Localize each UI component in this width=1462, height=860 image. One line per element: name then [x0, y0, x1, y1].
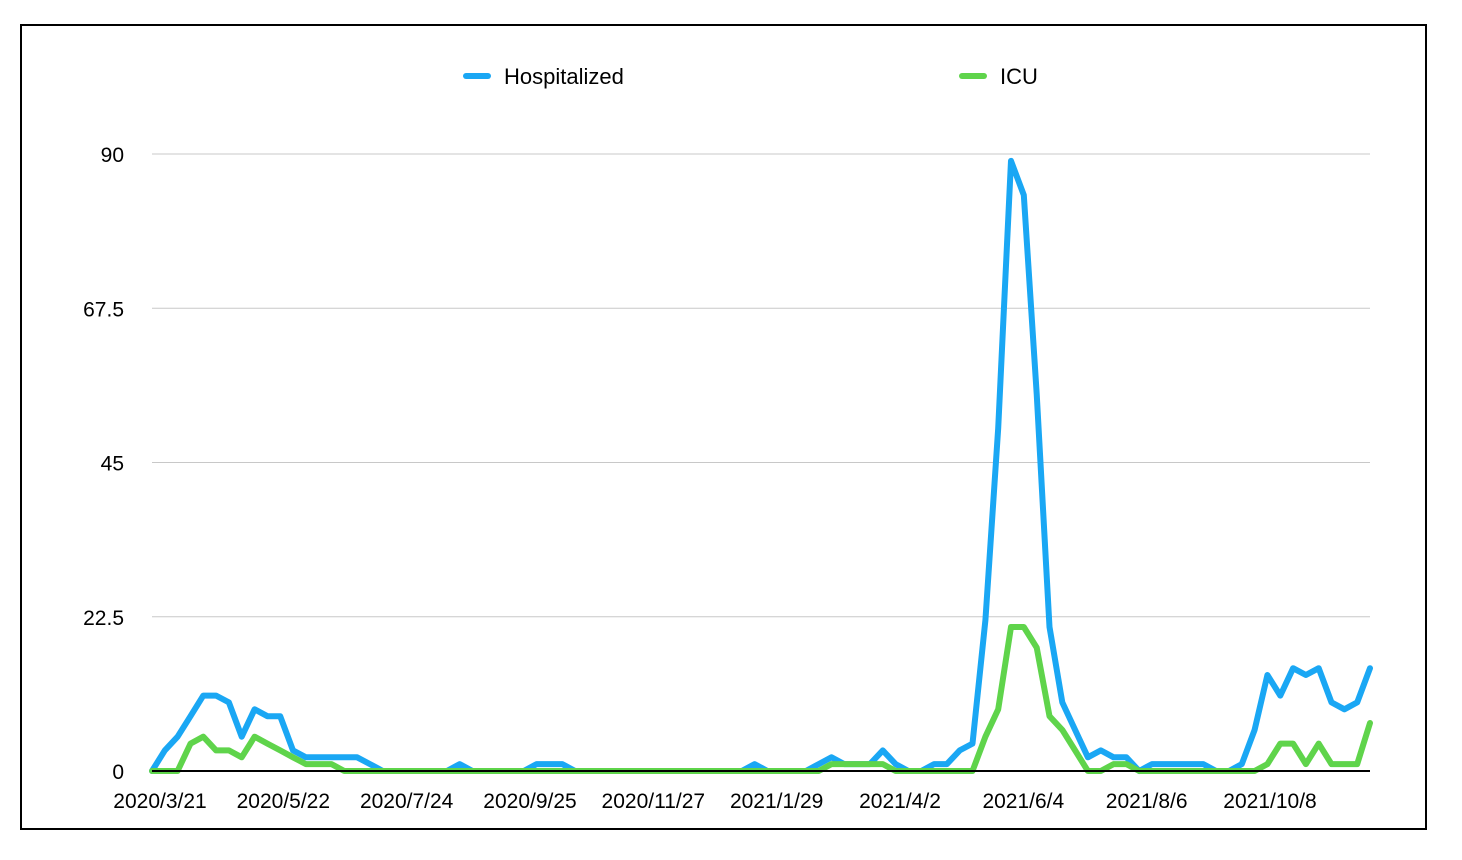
x-tick-label-0: 2020/3/21 [113, 790, 206, 813]
series-line-icu [149, 624, 1373, 774]
y-tick-label-4: 90 [101, 144, 124, 167]
x-tick-label-3: 2020/9/25 [483, 790, 576, 813]
legend-label-icu: ICU [1000, 64, 1038, 89]
series-line-hospitalized [149, 157, 1373, 774]
y-tick-label-2: 45 [101, 453, 124, 476]
x-tick-label-5: 2021/1/29 [730, 790, 823, 813]
x-tick-label-6: 2021/4/2 [859, 790, 941, 813]
x-tick-label-9: 2021/10/8 [1223, 790, 1316, 813]
x-tick-label-7: 2021/6/4 [982, 790, 1064, 813]
x-tick-label-4: 2020/11/27 [602, 790, 706, 813]
y-tick-label-1: 22.5 [83, 607, 124, 630]
y-tick-label-0: 0 [112, 761, 124, 784]
x-tick-label-1: 2020/5/22 [237, 790, 330, 813]
x-tick-label-2: 2020/7/24 [360, 790, 454, 813]
legend-label-hospitalized: Hospitalized [504, 64, 624, 89]
x-tick-label-8: 2021/8/6 [1106, 790, 1188, 813]
y-tick-label-3: 67.5 [83, 298, 124, 321]
chart-frame [20, 24, 1427, 830]
